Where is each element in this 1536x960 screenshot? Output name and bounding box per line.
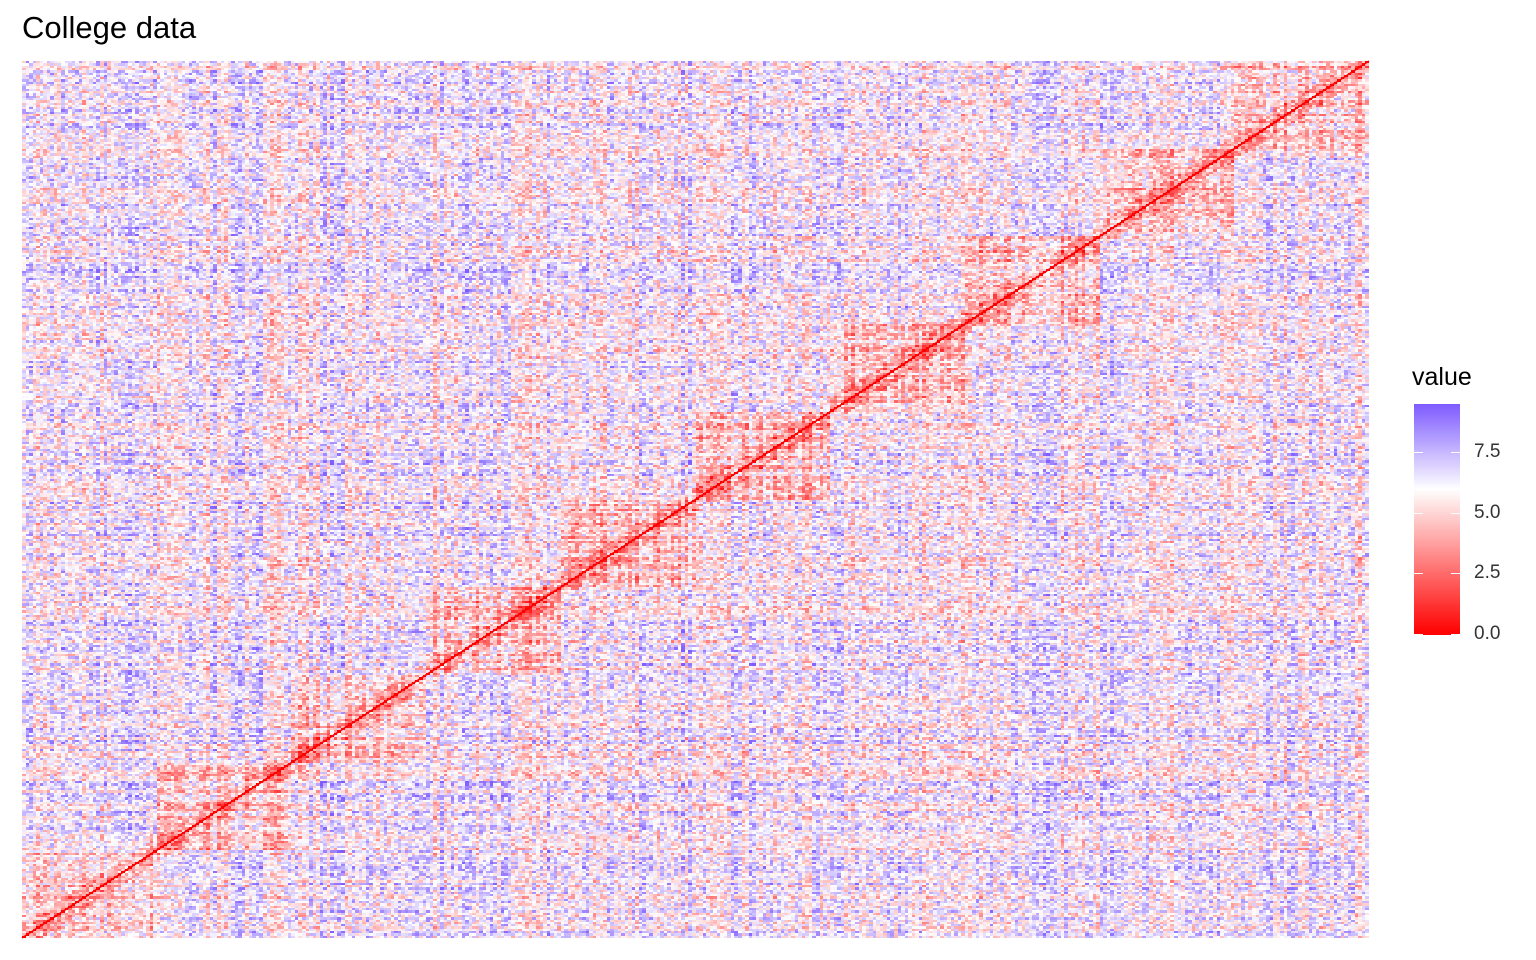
legend-gradient	[1414, 404, 1460, 635]
legend-tick-left	[1414, 452, 1423, 454]
color-legend: value 7.5 5.0 2.5 0.0	[1412, 360, 1522, 650]
legend-tick-left	[1414, 634, 1423, 635]
legend-tick-left	[1414, 573, 1423, 575]
legend-tick-label: 7.5	[1474, 441, 1501, 463]
legend-tick-right	[1451, 573, 1460, 575]
legend-tick-right	[1451, 634, 1460, 635]
legend-tick-label: 0.0	[1474, 623, 1501, 644]
legend-colorbar	[1414, 404, 1460, 635]
legend-tick-label: 2.5	[1474, 562, 1501, 584]
heatmap-panel	[21, 60, 1370, 939]
legend-title: value	[1412, 363, 1472, 391]
legend-tick-right	[1451, 512, 1460, 514]
heatmap-diagonal-zero-line	[21, 60, 1370, 939]
legend-tick-label: 5.0	[1474, 501, 1501, 523]
chart-title: College data	[22, 10, 197, 45]
legend-tick-left	[1414, 512, 1423, 514]
diagonal-overlay	[21, 60, 1370, 939]
legend-tick-right	[1451, 452, 1460, 454]
